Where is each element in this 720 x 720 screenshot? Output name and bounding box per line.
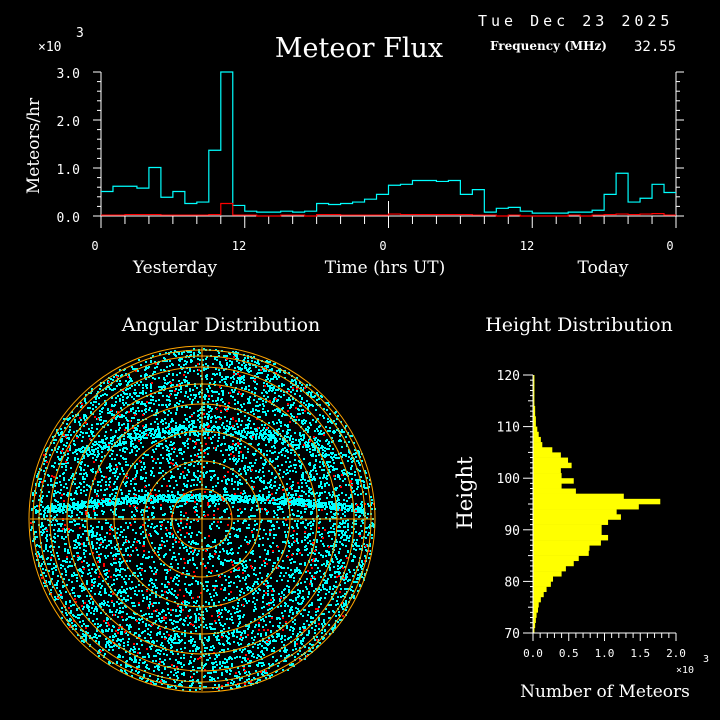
height-bar bbox=[533, 586, 547, 593]
flux-y-multiplier-exp: 3 bbox=[76, 26, 84, 41]
flux-xtick-label: 0 bbox=[666, 239, 673, 253]
height-bar bbox=[533, 617, 536, 623]
flux-series-total bbox=[101, 71, 676, 214]
height-xtick-label: 1.5 bbox=[630, 647, 650, 660]
height-bar bbox=[533, 596, 541, 603]
height-bar bbox=[533, 498, 661, 505]
height-xtick-label: 0.0 bbox=[523, 647, 543, 660]
height-title: Height Distribution bbox=[485, 314, 673, 336]
height-ytick-label: 110 bbox=[497, 421, 520, 436]
height-bar bbox=[533, 571, 562, 577]
flux-x-axis-label: Time (hrs UT) bbox=[325, 258, 446, 278]
height-bar bbox=[533, 447, 553, 453]
height-bar bbox=[533, 504, 639, 510]
height-bar bbox=[533, 545, 590, 551]
height-x-axis-label: Number of Meteors bbox=[520, 682, 690, 702]
height-bar bbox=[533, 400, 535, 407]
height-bar bbox=[533, 452, 561, 458]
height-bar bbox=[533, 550, 589, 556]
height-ytick-label: 90 bbox=[504, 524, 520, 539]
height-bar bbox=[533, 627, 535, 634]
height-xtick-label: 1.0 bbox=[595, 647, 615, 660]
height-ytick-label: 70 bbox=[504, 627, 520, 642]
height-xtick-label: 2.0 bbox=[666, 647, 686, 660]
height-bar bbox=[533, 405, 536, 412]
height-bar bbox=[533, 462, 572, 469]
frequency-label: Frequency (MHz) bbox=[490, 39, 607, 53]
height-bar bbox=[533, 524, 602, 531]
height-bar bbox=[533, 529, 602, 536]
height-ytick-label: 120 bbox=[497, 369, 520, 384]
height-bar bbox=[533, 555, 579, 562]
height-bar bbox=[533, 442, 543, 448]
flux-ytick-label: 3.0 bbox=[57, 67, 80, 82]
height-bar bbox=[533, 431, 539, 438]
height-bar bbox=[533, 436, 541, 443]
height-bar bbox=[533, 380, 535, 386]
height-bar bbox=[533, 411, 536, 417]
height-bar bbox=[533, 426, 538, 433]
height-bar bbox=[533, 576, 554, 582]
flux-ytick-label: 0.0 bbox=[57, 211, 80, 226]
height-bar bbox=[533, 540, 601, 546]
flux-xtick-label: 12 bbox=[520, 239, 534, 253]
height-bar bbox=[533, 483, 562, 489]
height-bar bbox=[533, 612, 537, 618]
flux-xtick-label: 0 bbox=[379, 239, 386, 253]
date-label: Tue Dec 23 2025 bbox=[478, 12, 673, 30]
flux-xtick-label: 12 bbox=[232, 239, 246, 253]
frequency-value: 32.55 bbox=[634, 39, 676, 55]
height-bar bbox=[533, 473, 562, 479]
height-bar bbox=[533, 565, 566, 572]
flux-ytick-label: 1.0 bbox=[57, 163, 80, 178]
height-y-axis-label: Height bbox=[453, 456, 477, 529]
flux-y-axis-label: Meteors/hr bbox=[24, 97, 44, 194]
height-bar bbox=[533, 622, 536, 629]
height-bar bbox=[533, 375, 535, 381]
height-bar bbox=[533, 493, 624, 500]
height-ytick-label: 100 bbox=[497, 472, 520, 487]
height-bar bbox=[533, 457, 569, 464]
height-bar bbox=[533, 395, 535, 402]
height-bar bbox=[533, 591, 544, 598]
height-bar bbox=[533, 581, 551, 587]
height-bar bbox=[533, 390, 535, 396]
angular-plot bbox=[28, 345, 376, 693]
height-bar bbox=[533, 385, 535, 391]
today-label: Today bbox=[578, 258, 629, 278]
flux-y-multiplier: ×10 bbox=[38, 40, 61, 55]
flux-ytick-label: 2.0 bbox=[57, 115, 80, 130]
height-bar bbox=[533, 534, 609, 541]
flux-series-subset bbox=[101, 202, 676, 217]
height-bar bbox=[533, 514, 621, 520]
height-bar bbox=[533, 467, 561, 474]
height-x-multiplier-exp: 3 bbox=[703, 654, 709, 665]
height-bar bbox=[533, 607, 539, 613]
angular-title: Angular Distribution bbox=[121, 314, 321, 336]
height-plot: 70 80 90 100 110 120 0.0 0.5 1.0 1.5 2.0 bbox=[497, 369, 686, 660]
height-bar bbox=[533, 519, 609, 525]
yesterday-label: Yesterday bbox=[132, 258, 218, 278]
height-bar bbox=[533, 488, 576, 494]
height-bar bbox=[533, 421, 536, 427]
height-bar bbox=[533, 509, 617, 515]
height-x-multiplier: ×10 bbox=[676, 665, 694, 676]
height-bar bbox=[533, 416, 536, 422]
flux-plot bbox=[93, 71, 684, 228]
height-bar bbox=[533, 560, 574, 567]
height-bar bbox=[533, 602, 539, 608]
height-xtick-label: 0.5 bbox=[559, 647, 579, 660]
page-title: Meteor Flux bbox=[275, 33, 443, 64]
height-bar bbox=[533, 478, 574, 484]
height-ytick-label: 80 bbox=[504, 575, 520, 590]
flux-xtick-label: 0 bbox=[91, 239, 98, 253]
angular-ring bbox=[28, 345, 376, 693]
